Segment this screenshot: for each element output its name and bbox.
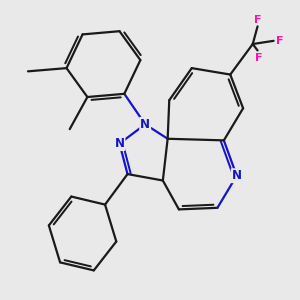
Text: F: F xyxy=(255,53,263,63)
Text: N: N xyxy=(115,137,124,150)
Text: F: F xyxy=(254,15,261,25)
Text: F: F xyxy=(276,36,284,46)
Text: N: N xyxy=(140,118,150,131)
Text: N: N xyxy=(232,169,242,182)
